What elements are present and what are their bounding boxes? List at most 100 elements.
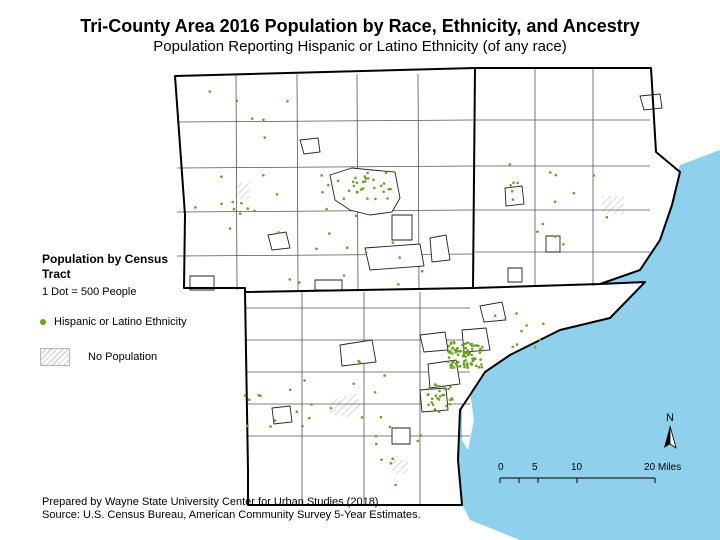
hispanic-dot <box>466 362 469 365</box>
township-line <box>176 165 474 169</box>
hispanic-dot <box>394 483 397 487</box>
hispanic-dot <box>470 353 474 357</box>
hispanic-dot <box>315 247 318 251</box>
city-outline <box>314 279 343 291</box>
city-outline <box>271 405 293 425</box>
hispanic-dot <box>194 206 197 209</box>
hispanic-dot <box>351 180 355 184</box>
hispanic-dot <box>466 341 470 344</box>
scale-tick-label: 0 <box>498 462 504 473</box>
hispanic-dot <box>515 343 519 346</box>
hispanic-dot <box>273 419 277 422</box>
hispanic-dot <box>449 385 452 389</box>
hispanic-dot <box>288 278 292 281</box>
hispanic-dot <box>441 393 444 397</box>
hispanic-dot <box>308 416 311 420</box>
legend-heading: Population by Census Tract <box>42 252 169 281</box>
hispanic-dot <box>358 361 362 364</box>
hispanic-dot <box>479 358 482 361</box>
hispanic-dot <box>235 99 239 103</box>
hispanic-dot <box>431 403 435 407</box>
hispanic-dot <box>503 318 507 322</box>
map-subtitle: Population Reporting Hispanic or Latino … <box>153 38 567 55</box>
township-line <box>235 73 238 291</box>
hispanic-dot <box>511 345 514 349</box>
hispanic-dot <box>467 352 471 356</box>
hispanic-dot <box>430 401 434 404</box>
hispanic-dot <box>303 379 306 382</box>
hispanic-dot <box>397 283 400 286</box>
hispanic-dot <box>525 324 528 327</box>
hispanic-dot <box>361 180 365 184</box>
hispanic-dot <box>363 175 367 178</box>
hispanic-dot <box>248 398 251 402</box>
hispanic-dot <box>470 348 474 351</box>
hispanic-dot <box>354 176 357 180</box>
hispanic-dot <box>516 181 519 185</box>
hispanic-dot <box>553 200 557 203</box>
city-outline <box>299 137 321 155</box>
hispanic-dot <box>352 184 356 188</box>
hispanic-dot <box>479 347 482 351</box>
hispanic-dot <box>380 458 383 462</box>
hispanic-dot <box>356 190 359 194</box>
hispanic-dot <box>386 197 389 200</box>
hispanic-dot <box>438 389 441 393</box>
hispanic-dot <box>481 345 484 349</box>
hispanic-dot <box>366 197 369 200</box>
hispanic-dot <box>321 190 324 194</box>
hispanic-dot <box>257 394 261 397</box>
hispanic-dot <box>456 365 459 369</box>
hispanic-dot <box>320 174 324 177</box>
grosse-ile <box>462 392 474 450</box>
hispanic-dot <box>449 366 453 370</box>
hispanic-dot <box>509 184 512 187</box>
hispanic-dot <box>253 209 256 213</box>
scale-tick-label: 20 Miles <box>644 462 682 473</box>
no-population-tract <box>392 460 408 474</box>
oakland-macomb-line <box>472 67 476 289</box>
hispanic-dot <box>448 398 452 402</box>
city-outline <box>364 243 425 271</box>
hispanic-dot <box>463 346 467 350</box>
township-line <box>176 209 474 213</box>
hispanic-dot <box>438 395 442 398</box>
city-outline <box>189 275 215 291</box>
hispanic-dot <box>447 387 450 391</box>
no-population-areas <box>237 183 624 474</box>
hispanic-dot <box>275 193 279 196</box>
hispanic-dot <box>310 403 313 406</box>
hispanic-dot <box>243 394 247 397</box>
hispanic-dot <box>232 207 236 211</box>
hispanic-dot <box>373 391 377 394</box>
hispanic-dot <box>456 353 460 357</box>
hispanic-dot <box>464 342 468 345</box>
hispanic-dot <box>277 231 280 234</box>
hispanic-dot <box>449 349 452 353</box>
hispanic-dot <box>360 416 364 419</box>
hispanic-dot <box>450 397 454 400</box>
hispanic-dot <box>480 365 484 369</box>
hispanic-dot <box>427 387 431 390</box>
hispanic-dot <box>384 171 388 175</box>
hispanic-dot <box>383 374 386 377</box>
hispanic-dot <box>359 188 363 191</box>
green-dot-icon <box>40 319 46 325</box>
hispanic-dot <box>220 202 223 206</box>
hispanic-dot <box>355 181 359 185</box>
city-outline <box>339 339 377 367</box>
hispanic-dot <box>262 118 265 122</box>
county-boundaries <box>174 67 681 506</box>
city-outline <box>419 387 449 413</box>
hispanic-dot <box>434 394 438 398</box>
hispanic-dot <box>554 235 557 238</box>
city-outline <box>545 235 561 253</box>
hispanic-dot <box>426 393 430 397</box>
hispanic-dot <box>336 179 340 183</box>
hispanic-dot <box>453 348 457 352</box>
hispanic-dot <box>480 363 483 366</box>
hispanic-dot <box>372 178 375 182</box>
hispanic-dot <box>452 366 456 369</box>
hispanic-dot <box>445 404 448 408</box>
